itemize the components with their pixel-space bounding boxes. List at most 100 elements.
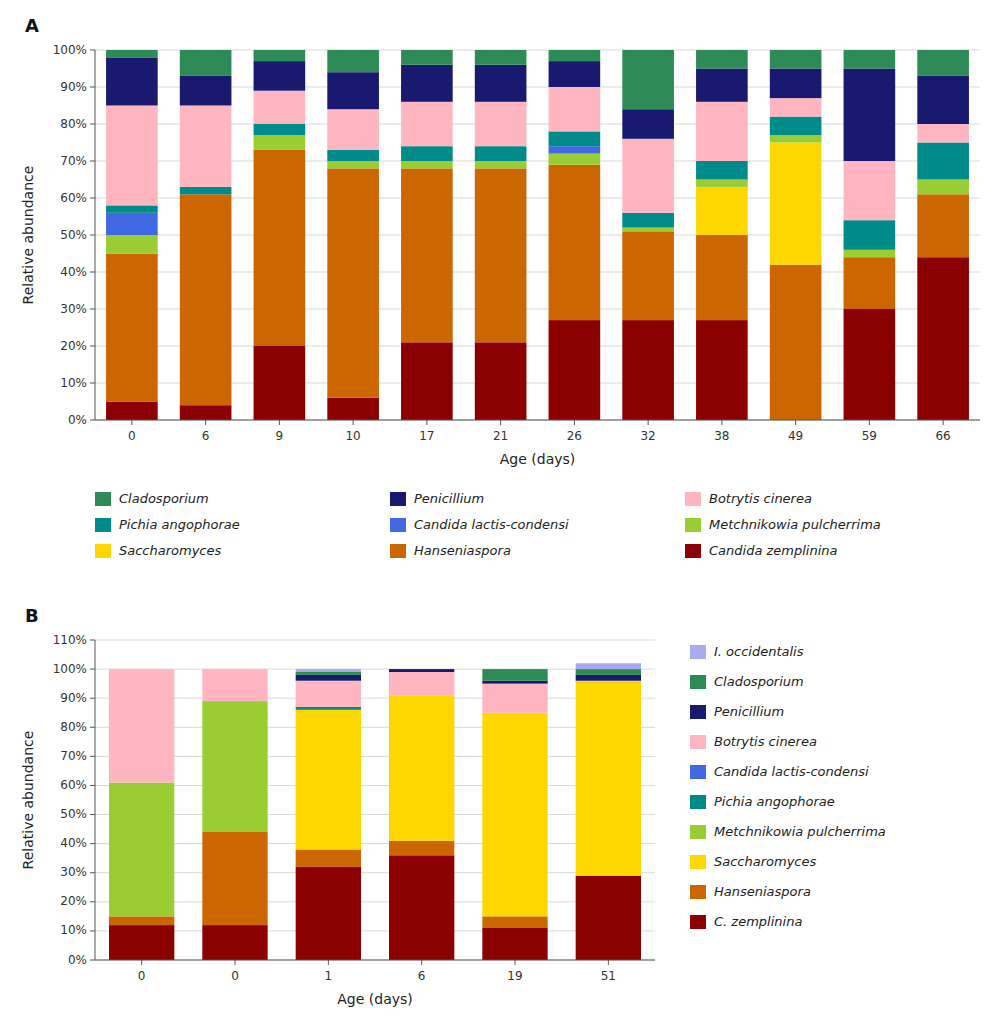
legend-entry: Saccharomyces: [714, 854, 817, 869]
grid-line: [95, 420, 980, 421]
y-tick-label: 100%: [53, 662, 87, 676]
bar-segment: [549, 131, 601, 146]
y-tick-label: 50%: [60, 807, 87, 821]
grid-line: [95, 843, 655, 844]
bar-segment: [549, 50, 601, 61]
x-axis: [95, 420, 980, 421]
bar-segment: [327, 168, 379, 397]
bars: [109, 663, 641, 960]
y-tick: [90, 383, 95, 384]
y-tick-label: 10%: [60, 923, 87, 937]
bar-segment: [770, 265, 822, 420]
bar-segment: [202, 832, 267, 925]
legend-entry: Pichia angophorae: [119, 517, 240, 532]
x-tick: [205, 420, 206, 425]
x-tick-label: 0: [231, 969, 239, 983]
grid-line: [95, 901, 655, 902]
bar-segment: [696, 180, 748, 187]
y-tick: [90, 346, 95, 347]
bar-segment: [327, 150, 379, 161]
y-tick-label: 30%: [60, 865, 87, 879]
background: [0, 0, 1006, 1024]
grid-line: [95, 930, 655, 931]
bar-segment: [296, 681, 361, 707]
bar-segment: [296, 867, 361, 960]
bar-segment: [202, 669, 267, 670]
bar-segment: [106, 254, 158, 402]
bar-segment: [770, 117, 822, 136]
y-tick-label: 50%: [60, 228, 87, 242]
bar-segment: [109, 669, 174, 670]
legend-entry: Cladosporium: [119, 491, 209, 506]
y-tick-label: 90%: [60, 80, 87, 94]
bar-segment: [109, 669, 174, 670]
legend-swatch: [390, 492, 406, 506]
legend-entry: Candida zemplinina: [709, 543, 838, 558]
bar-segment: [389, 841, 454, 856]
y-tick: [90, 669, 95, 670]
legend-entry: C. zemplinina: [714, 914, 802, 929]
grid-line: [95, 960, 655, 961]
legend-swatch: [690, 885, 706, 899]
x-tick-label: 17: [419, 429, 434, 443]
bar-segment: [106, 50, 158, 57]
bar-segment: [549, 165, 601, 320]
y-tick: [90, 872, 95, 873]
x-tick: [943, 420, 944, 425]
legend-entry: Botrytis cinerea: [709, 491, 812, 506]
x-tick: [574, 420, 575, 425]
bar-segment: [254, 135, 306, 150]
y-tick-label: 20%: [60, 339, 87, 353]
grid-line: [95, 814, 655, 815]
bar-segment: [696, 320, 748, 420]
x-tick: [721, 420, 722, 425]
legend-entry: Candida lactis-condensi: [414, 517, 569, 532]
y-tick: [90, 930, 95, 931]
legend-swatch: [690, 825, 706, 839]
bar-segment: [109, 916, 174, 925]
y-tick-label: 0%: [68, 413, 87, 427]
legend-swatch: [390, 518, 406, 532]
bar-segment: [180, 194, 232, 405]
grid-line: [95, 669, 655, 670]
grid-line: [95, 785, 655, 786]
bar-segment: [696, 102, 748, 161]
bar-segment: [622, 213, 674, 228]
bar-segment: [202, 669, 267, 701]
y-tick-label: 80%: [60, 720, 87, 734]
y-tick-label: 90%: [60, 691, 87, 705]
bar-segment: [549, 61, 601, 87]
x-tick: [353, 420, 354, 425]
y-tick: [90, 785, 95, 786]
y-tick-label: 10%: [60, 376, 87, 390]
y-tick: [90, 420, 95, 421]
legend: I. occidentalisCladosporiumPenicilliumBo…: [690, 644, 886, 930]
bar-segment: [696, 187, 748, 235]
y-tick-label: 40%: [60, 265, 87, 279]
legend-swatch: [685, 544, 701, 558]
bar-segment: [844, 257, 896, 309]
y-tick-label: 70%: [60, 154, 87, 168]
bar-segment: [401, 161, 453, 168]
bar-segment: [202, 669, 267, 670]
bar-segment: [401, 146, 453, 161]
legend-swatch: [690, 765, 706, 779]
y-tick-label: 30%: [60, 302, 87, 316]
legend-swatch: [690, 675, 706, 689]
bar-segment: [389, 669, 454, 670]
y-tick: [90, 756, 95, 757]
panel-title: A: [25, 15, 39, 36]
bar-segment: [296, 675, 361, 681]
bar-segment: [389, 855, 454, 960]
bar-segment: [202, 669, 267, 670]
x-axis: [95, 960, 655, 961]
bar-segment: [482, 684, 547, 713]
bar-segment: [180, 50, 232, 76]
y-tick: [90, 901, 95, 902]
x-tick: [279, 420, 280, 425]
bar-segment: [254, 124, 306, 135]
bar-segment: [576, 876, 641, 960]
grid-line: [95, 698, 655, 699]
x-tick: [500, 420, 501, 425]
x-tick-label: 0: [138, 969, 146, 983]
